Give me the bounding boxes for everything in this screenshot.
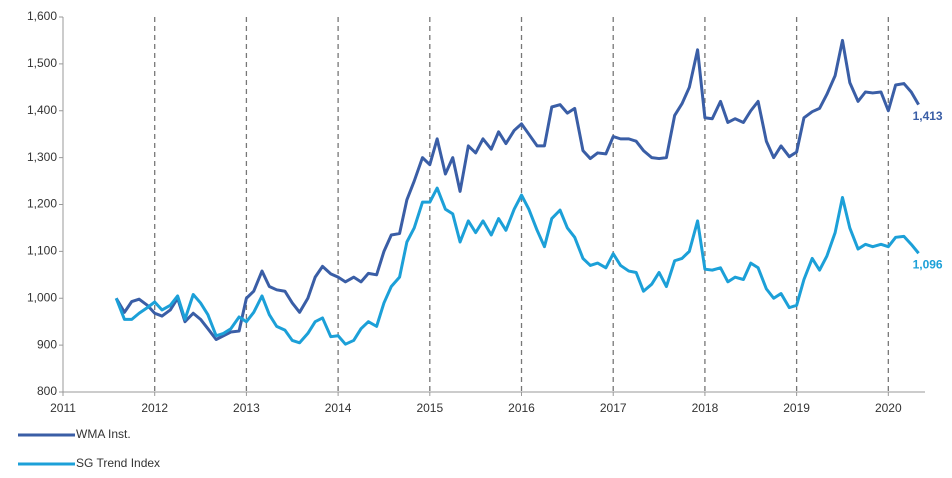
x-tick-label: 2015 bbox=[416, 401, 443, 415]
y-tick-label: 900 bbox=[37, 337, 57, 351]
x-tick-label: 2016 bbox=[508, 401, 535, 415]
end-label: 1,413 bbox=[913, 109, 943, 123]
y-tick-label: 1,500 bbox=[27, 56, 57, 70]
end-label: 1,096 bbox=[913, 257, 943, 271]
y-tick-label: 1,300 bbox=[27, 150, 57, 164]
x-tick-label: 2018 bbox=[692, 401, 719, 415]
x-tick-label: 2012 bbox=[141, 401, 168, 415]
x-tick-label: 2020 bbox=[875, 401, 902, 415]
y-tick-label: 1,200 bbox=[27, 197, 57, 211]
x-tick-label: 2019 bbox=[783, 401, 810, 415]
y-tick-label: 1,100 bbox=[27, 244, 57, 258]
y-tick-label: 1,000 bbox=[27, 290, 57, 304]
x-tick-label: 2013 bbox=[233, 401, 260, 415]
y-tick-label: 1,400 bbox=[27, 103, 57, 117]
series-line bbox=[114, 186, 920, 346]
y-tick-label: 1,600 bbox=[27, 9, 57, 23]
x-tick-label: 2014 bbox=[325, 401, 352, 415]
series-line bbox=[114, 38, 920, 341]
x-tick-label: 2011 bbox=[50, 401, 76, 415]
x-tick-label: 2017 bbox=[600, 401, 627, 415]
y-tick-label: 800 bbox=[37, 384, 57, 398]
legend-label: SG Trend Index bbox=[76, 456, 160, 470]
legend-label: WMA Inst. bbox=[76, 427, 131, 441]
